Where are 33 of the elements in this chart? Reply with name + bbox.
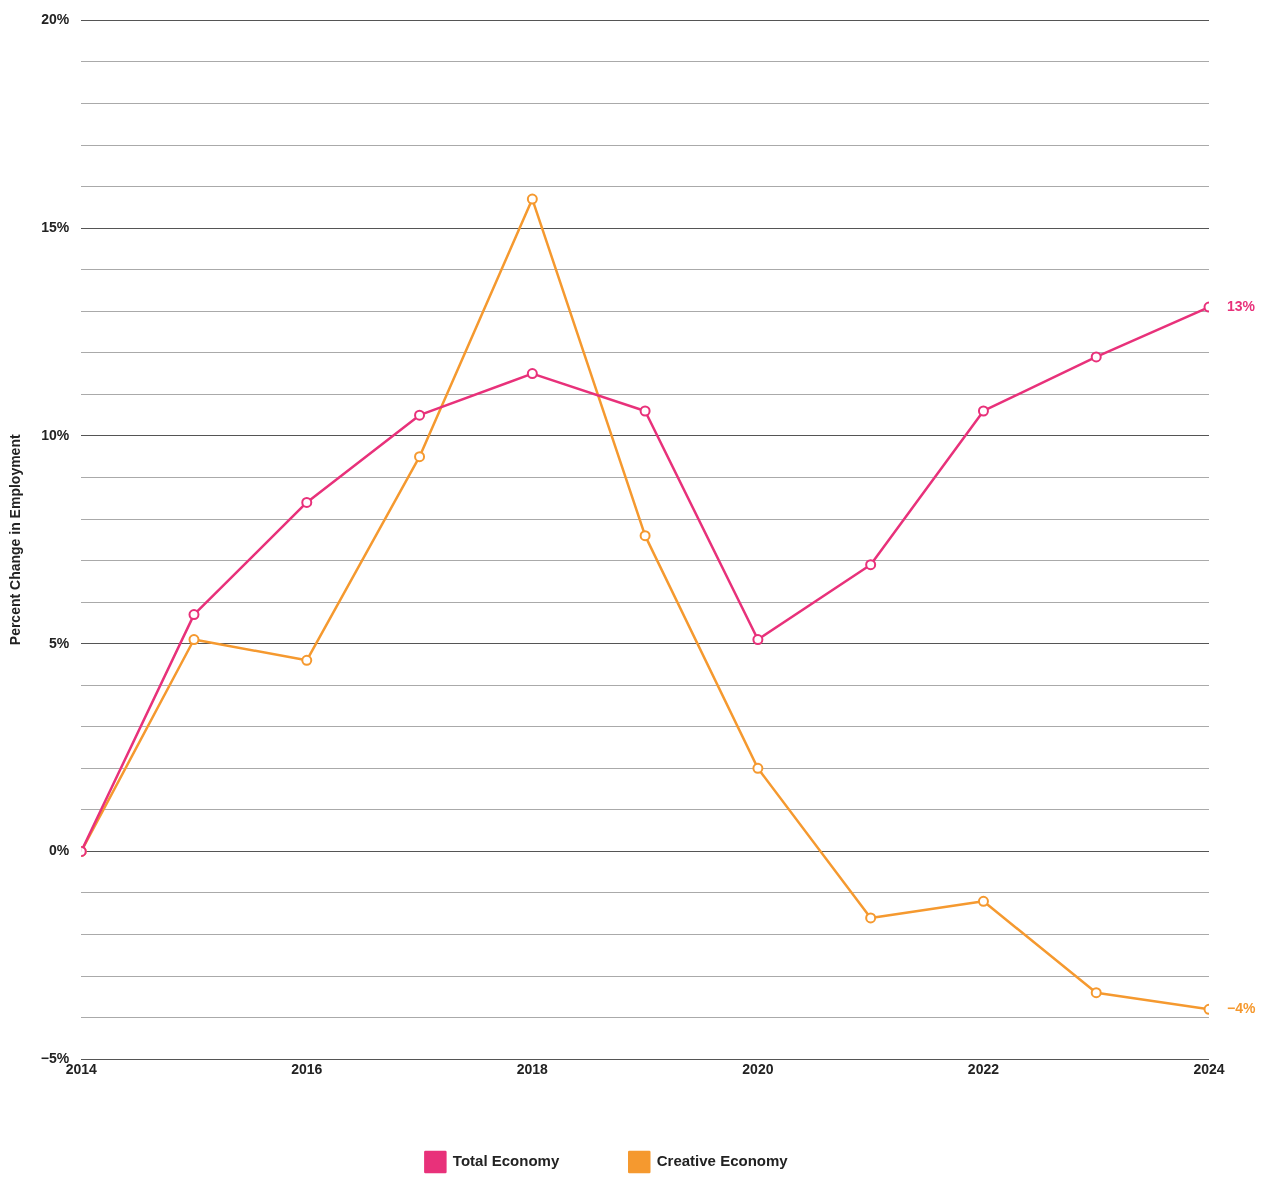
point	[526, 368, 538, 380]
legend-label: Total Economy	[452, 1152, 560, 1170]
legend-label: Creative Economy	[656, 1152, 789, 1170]
x-tick-label: 2016	[291, 1061, 323, 1078]
y-tick-label: 20%	[41, 11, 70, 28]
point	[301, 654, 313, 666]
point	[301, 496, 313, 508]
x-tick-label: 2020	[742, 1061, 774, 1078]
point	[865, 559, 877, 571]
point	[1090, 987, 1102, 999]
point	[414, 409, 426, 421]
annotation: 13%	[1227, 297, 1256, 314]
annotation: −4%	[1227, 1000, 1256, 1017]
x-tick-label: 2022	[967, 1061, 1000, 1078]
point	[865, 912, 877, 924]
y-tick-label: 0%	[48, 842, 70, 859]
y-axis-title: Percent Change in Employment	[7, 434, 24, 646]
point	[977, 405, 989, 417]
point	[639, 530, 651, 542]
point	[752, 762, 764, 774]
point	[188, 634, 200, 646]
point	[188, 609, 200, 621]
x-tick-label: 2024	[1193, 1061, 1225, 1078]
point	[1090, 351, 1102, 363]
point	[639, 405, 651, 417]
point	[526, 193, 538, 205]
point	[752, 634, 764, 646]
y-tick-label: 10%	[41, 426, 70, 443]
point	[977, 895, 989, 907]
y-tick-label: 5%	[48, 634, 70, 651]
x-tick-label: 2018	[516, 1061, 549, 1078]
y-tick-label: 15%	[41, 219, 70, 236]
point	[414, 451, 426, 463]
